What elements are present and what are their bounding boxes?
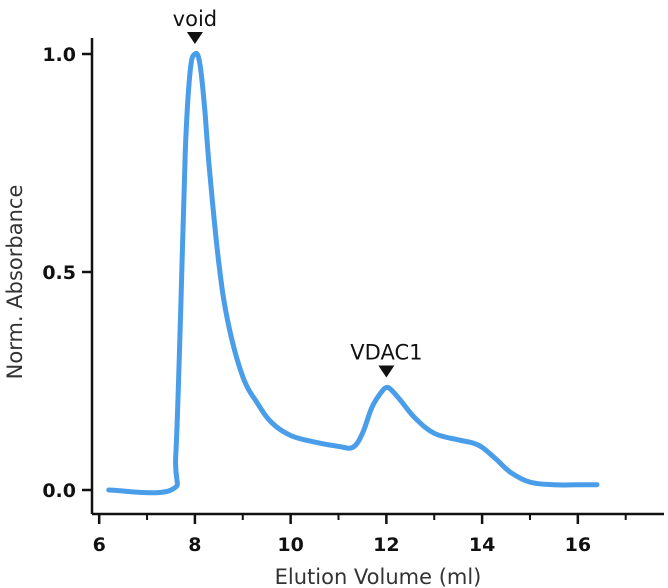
- x-tick-label: 10: [277, 534, 303, 556]
- y-tick-label: 1.0: [42, 44, 76, 66]
- plot-area: 0.0 0.5 1.0 6 8 10 12 14 16 Elution Volume (ml) No…: [3, 7, 664, 588]
- peak-label-1: VDAC1: [350, 341, 422, 365]
- y-tick-label: 0.0: [42, 480, 76, 502]
- x-tick-label: 12: [373, 534, 399, 556]
- peak-marker-1: [378, 365, 395, 378]
- peak-marker-0: [186, 32, 203, 44]
- x-tick-label: 6: [93, 534, 106, 556]
- x-tick-label: 14: [469, 534, 495, 556]
- x-tick-label: 8: [188, 534, 201, 556]
- series-line-0: [106, 50, 600, 496]
- y-axis-title: Norm. Absorbance: [3, 185, 27, 380]
- y-tick-label: 0.5: [42, 262, 76, 284]
- x-axis-title: Elution Volume (ml): [275, 565, 482, 588]
- x-tick-label: 16: [565, 534, 591, 556]
- peak-label-0: void: [173, 7, 217, 31]
